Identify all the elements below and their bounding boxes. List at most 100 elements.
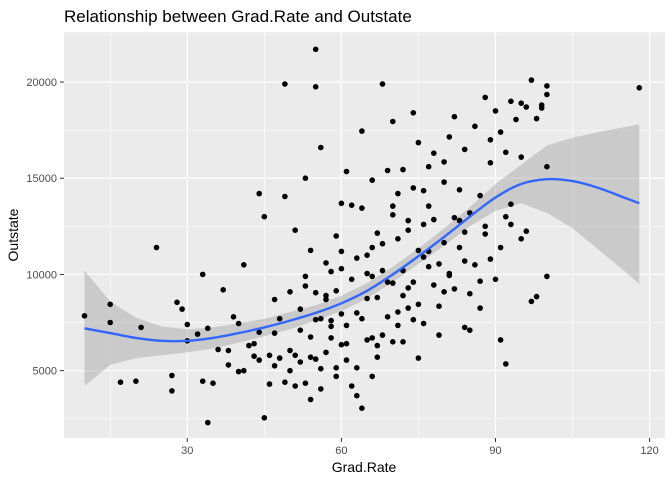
data-point <box>425 203 432 209</box>
data-point <box>292 383 299 389</box>
data-point <box>235 320 242 327</box>
data-point <box>256 357 263 363</box>
confidence-band <box>84 124 640 387</box>
data-point <box>225 347 232 354</box>
y-tick-label: 10000 <box>26 269 57 281</box>
confidence-band-area <box>84 124 640 387</box>
data-point <box>169 372 175 379</box>
data-point <box>318 386 324 392</box>
y-axis-title: Outstate <box>5 208 21 261</box>
data-point <box>266 352 273 359</box>
data-point <box>400 166 406 173</box>
data-point <box>395 190 401 197</box>
data-point <box>405 305 412 311</box>
data-point <box>477 278 483 285</box>
plot-panel <box>64 32 665 438</box>
data-point <box>508 201 514 207</box>
data-point <box>333 365 340 371</box>
data-point <box>271 296 278 303</box>
data-point <box>81 313 88 319</box>
data-point <box>369 273 376 280</box>
data-point <box>410 185 417 191</box>
data-point <box>400 292 406 299</box>
data-point <box>302 283 309 289</box>
data-point <box>338 341 345 348</box>
x-tick-label: 120 <box>640 445 658 457</box>
data-point <box>359 405 365 412</box>
data-point <box>246 342 252 349</box>
data-point <box>538 102 545 108</box>
data-point <box>138 324 144 331</box>
data-point <box>431 282 437 288</box>
data-point <box>503 149 509 156</box>
data-point <box>390 118 396 125</box>
data-point <box>395 236 401 242</box>
data-point <box>312 316 319 323</box>
data-point <box>287 367 293 374</box>
smooth-curve <box>84 177 640 343</box>
data-point <box>359 128 365 134</box>
data-point <box>384 279 391 285</box>
data-point <box>292 227 299 233</box>
data-point <box>241 262 247 268</box>
data-point <box>297 306 304 312</box>
data-point <box>379 332 386 338</box>
data-point <box>390 339 396 345</box>
data-point <box>205 419 211 426</box>
data-point <box>348 383 355 389</box>
data-point <box>441 159 447 165</box>
data-point <box>544 273 550 280</box>
data-point <box>354 310 360 316</box>
x-tick-label: 90 <box>489 445 501 457</box>
data-point <box>369 335 376 341</box>
data-point <box>318 365 324 372</box>
data-point <box>359 315 365 322</box>
data-point <box>323 260 329 266</box>
data-point <box>302 175 309 181</box>
data-point <box>338 248 345 255</box>
data-point <box>467 290 473 297</box>
data-point <box>179 306 185 312</box>
data-point <box>441 239 447 246</box>
data-point <box>374 230 381 236</box>
data-point <box>297 327 304 334</box>
data-point <box>405 285 412 291</box>
y-tick-label: 5000 <box>33 366 57 378</box>
data-point <box>338 311 345 317</box>
data-point <box>451 286 458 292</box>
data-point <box>420 187 427 194</box>
data-point <box>390 203 396 209</box>
data-point <box>369 177 376 183</box>
data-point <box>544 91 550 98</box>
data-point <box>431 216 437 223</box>
data-point <box>328 323 334 330</box>
data-point <box>451 214 458 221</box>
data-point <box>282 193 288 200</box>
data-point <box>302 380 309 387</box>
data-point <box>379 267 386 274</box>
data-point <box>364 270 370 277</box>
data-point <box>477 192 483 199</box>
data-point <box>333 373 340 380</box>
data-point <box>282 81 288 87</box>
data-point <box>441 179 447 185</box>
data-point <box>523 104 530 110</box>
data-point <box>343 340 350 347</box>
data-point <box>518 154 524 160</box>
data-point <box>482 94 489 101</box>
data-point <box>312 356 319 362</box>
data-point <box>312 46 319 53</box>
axes: 30 60 90 120 5000 10000 15000 20000 <box>26 77 658 457</box>
data-point <box>390 280 396 286</box>
data-point <box>205 325 211 332</box>
data-point <box>497 244 504 251</box>
data-point <box>420 320 427 327</box>
data-point <box>374 342 381 349</box>
data-point <box>343 357 350 363</box>
data-point <box>384 314 391 320</box>
smooth-line <box>84 177 640 343</box>
data-point <box>251 353 257 360</box>
data-point <box>461 146 468 153</box>
data-point <box>333 233 340 239</box>
data-point <box>282 379 288 386</box>
